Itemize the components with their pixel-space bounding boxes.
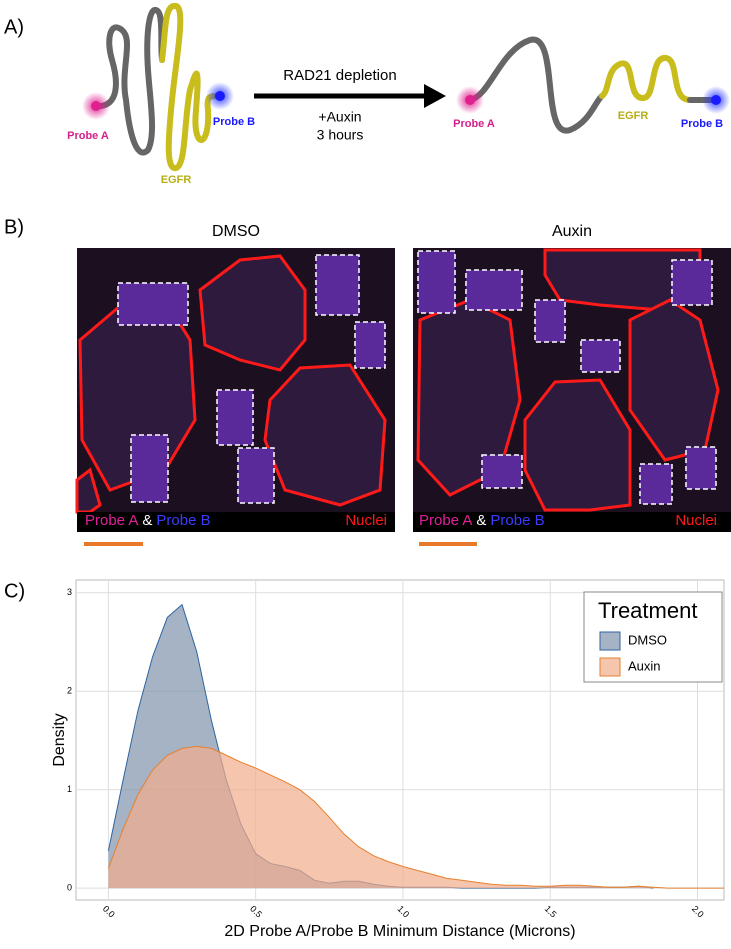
- x-tick-label: 1.0: [395, 904, 411, 920]
- density-line: [107, 745, 724, 889]
- legend-label: DMSO: [628, 632, 667, 647]
- legend-probe-b: Probe B: [156, 512, 210, 529]
- legend-key: [599, 657, 621, 677]
- gene-label: EGFR: [618, 110, 649, 122]
- treatment: +Auxin: [318, 109, 361, 125]
- probe-label: Probe A: [67, 130, 109, 142]
- panel-label: A): [4, 16, 24, 38]
- image-title: DMSO: [212, 223, 260, 240]
- density-area: [108, 746, 724, 889]
- legend-and: &: [142, 512, 152, 529]
- probe-label: Probe B: [681, 118, 723, 130]
- legend-nuclei: Nuclei: [675, 512, 717, 529]
- x-tick-label: 0.5: [248, 904, 264, 920]
- legend-label: Auxin: [628, 658, 661, 673]
- y-tick-label: 2: [67, 686, 72, 696]
- panel-label: C): [4, 580, 25, 602]
- panel-a: A) Probe A Probe B EGFR RAD21 depletion …: [4, 3, 730, 186]
- y-tick-label: 3: [67, 587, 72, 597]
- micrograph: [75, 248, 395, 532]
- y-tick-label: 1: [67, 784, 72, 794]
- legend-probe-b: Probe B: [490, 512, 544, 529]
- x-tick-label: 1.5: [543, 904, 559, 920]
- x-tick-label: 0.0: [101, 904, 117, 920]
- legend-nuclei: Nuclei: [345, 512, 387, 529]
- legend-title: Treatment: [598, 598, 697, 623]
- panel-b: B) DMSO Auxin Pro: [4, 216, 731, 546]
- probe-label: Probe B: [213, 116, 255, 128]
- probe-label: Probe A: [453, 118, 495, 130]
- egfr-region: [159, 3, 223, 171]
- x-axis-label: 2D Probe A/Probe B Minimum Distance (Mic…: [224, 923, 575, 940]
- image-legend: Probe A & Probe B: [419, 512, 545, 529]
- legend-key: [599, 631, 621, 651]
- image-legend: Probe A & Probe B: [85, 512, 211, 529]
- arrow-label: RAD21 depletion: [283, 67, 396, 84]
- chromatin: [93, 7, 165, 156]
- image-title: Auxin: [552, 223, 592, 240]
- micrograph: [413, 248, 731, 532]
- x-tick-label: 2.0: [690, 904, 706, 920]
- duration: 3 hours: [317, 127, 364, 143]
- legend-and: &: [476, 512, 486, 529]
- panel-c: C) 2D Probe A/Probe B Minimum Distance (…: [4, 579, 725, 940]
- panel-label: B): [4, 216, 24, 238]
- legend-probe-a: Probe A: [85, 512, 138, 529]
- arrow-head: [424, 84, 446, 108]
- legend-probe-a: Probe A: [419, 512, 472, 529]
- y-tick-label: 0: [67, 883, 72, 893]
- y-axis-label: Density: [51, 713, 68, 766]
- gene-label: EGFR: [161, 174, 192, 186]
